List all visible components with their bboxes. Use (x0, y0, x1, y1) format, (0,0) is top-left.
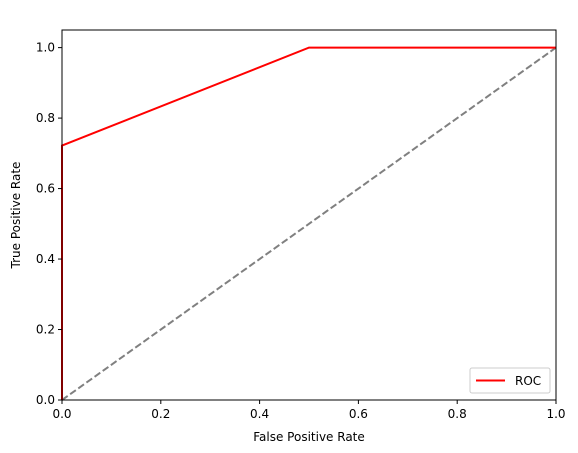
y-tick-label: 1.0 (36, 41, 55, 55)
y-tick-label: 0.4 (36, 252, 55, 266)
x-tick-label: 0.0 (52, 407, 71, 421)
y-tick-label: 0.0 (36, 393, 55, 407)
y-tick-label: 0.6 (36, 182, 55, 196)
x-tick-label: 0.2 (151, 407, 170, 421)
y-tick-label: 0.8 (36, 111, 55, 125)
axis-ticks: 0.0 0.2 0.4 0.6 0.8 1.0 0.0 0.2 0.4 0.6 0.8 1.0 (36, 41, 566, 421)
y-tick-label: 0.2 (36, 323, 55, 337)
x-axis-label: False Positive Rate (253, 430, 365, 444)
legend-label-roc: ROC (515, 374, 541, 388)
y-axis-label: True Positive Rate (9, 162, 23, 270)
x-tick-label: 0.4 (250, 407, 269, 421)
legend: ROC (469, 367, 551, 394)
plot-area (61, 46, 557, 401)
legend-box (469, 367, 551, 394)
x-tick-label: 0.6 (349, 407, 368, 421)
x-tick-label: 0.8 (448, 407, 467, 421)
x-tick-label: 1.0 (546, 407, 565, 421)
chance-diagonal-line (61, 46, 557, 401)
axes-frame (61, 29, 557, 401)
